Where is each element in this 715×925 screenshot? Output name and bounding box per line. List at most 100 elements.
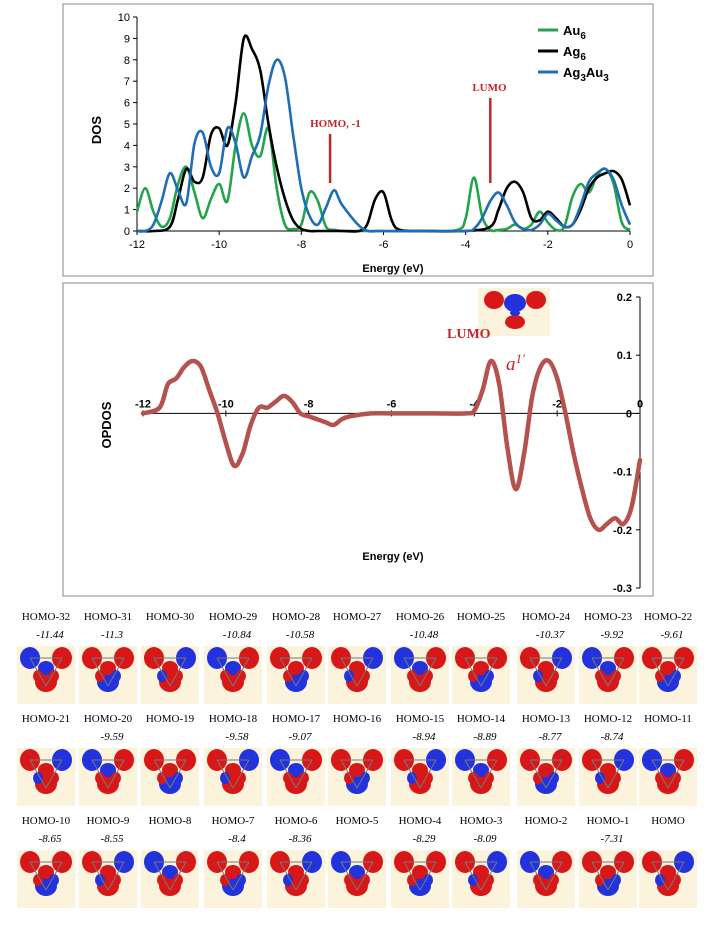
- dos-x-tick-label: -2: [543, 239, 553, 251]
- orbital-image: [517, 748, 575, 806]
- orbital-image: [141, 646, 199, 704]
- homo-annotation: HOMO, -1: [310, 118, 361, 130]
- orbital-image: [17, 850, 75, 908]
- orbital-energy: -10.37: [536, 629, 565, 641]
- opdos-x-tick-label: -8: [304, 398, 314, 410]
- orbital-image: [79, 646, 137, 704]
- orbital-label: HOMO-8: [149, 815, 192, 827]
- orbital-energy: -10.58: [286, 629, 315, 641]
- lumo-dos-annotation: LUMO: [472, 82, 507, 94]
- orbital-energy: -10.48: [410, 629, 439, 641]
- dos-y-tick-label: 0: [124, 226, 130, 238]
- orbital-label: HOMO-9: [87, 815, 130, 827]
- lumo-orbital-inset: [478, 288, 550, 336]
- orbital-label: HOMO-19: [146, 713, 195, 725]
- orbital-energy: -8.29: [413, 833, 436, 845]
- orbital-energy: -8.94: [413, 731, 436, 743]
- dos-x-tick-label: 0: [627, 239, 633, 251]
- orbital-image: [141, 850, 199, 908]
- orbital-label: HOMO-21: [22, 713, 70, 725]
- dos-y-tick-label: 5: [124, 119, 130, 131]
- orbital-label: HOMO-16: [333, 713, 382, 725]
- orbital-label: HOMO-6: [275, 815, 318, 827]
- opdos-plot-area: 0.2 0.1 0 -0.1 -0.2 -0.3 -12 -10 -8 -6 -4 -2 0: [135, 292, 643, 595]
- orbital-image: [204, 748, 262, 806]
- orbital-image: [452, 748, 510, 806]
- orbital-label: HOMO-26: [396, 611, 445, 623]
- orbital-label: HOMO-15: [396, 713, 445, 725]
- opdos-y-tick-label: -0.3: [613, 583, 632, 595]
- opdos-y-tick-label: 0: [626, 408, 632, 420]
- orbital-label: HOMO-32: [22, 611, 70, 623]
- orbital-label: HOMO-31: [84, 611, 132, 623]
- orbital-image: [328, 850, 386, 908]
- opdos-series-line-0: [140, 358, 643, 533]
- legend-entry-1: Ag6: [563, 44, 586, 63]
- opdos-y-tick-label: 0.2: [617, 292, 632, 304]
- orbital-label: HOMO: [651, 815, 685, 827]
- orbital-energy: -10.84: [223, 629, 252, 641]
- orbital-label: HOMO-12: [584, 713, 632, 725]
- orbital-label: HOMO-27: [333, 611, 382, 623]
- orbital-label: HOMO-14: [457, 713, 506, 725]
- opdos-panel-frame: [62, 282, 654, 597]
- orbital-label: HOMO-24: [522, 611, 571, 623]
- orbital-label: HOMO-1: [587, 815, 630, 827]
- dos-x-tick-label: -4: [461, 239, 471, 251]
- orbital-label: HOMO-4: [399, 815, 442, 827]
- orbital-energy: -11.44: [36, 629, 64, 641]
- orbital-label: HOMO-18: [209, 713, 258, 725]
- dos-series-line-2: [136, 58, 632, 233]
- orbital-label: HOMO-13: [522, 713, 571, 725]
- opdos-x-tick-label: -10: [218, 398, 234, 410]
- opdos-y-tick-label: -0.1: [613, 467, 632, 479]
- orbital-label: HOMO-7: [212, 815, 255, 827]
- dos-y-tick-label: 9: [124, 33, 130, 45]
- dos-x-tick-label: -10: [211, 239, 227, 251]
- opdos-x-tick-label: 0: [637, 398, 643, 410]
- orbital-image: [204, 850, 262, 908]
- orbital-label: HOMO-17: [272, 713, 321, 725]
- legend-entry-2: Ag3Au3: [563, 65, 609, 84]
- orbital-image: [517, 850, 575, 908]
- opdos-x-tick-label: -4: [469, 398, 480, 410]
- orbital-energy: -9.92: [601, 629, 624, 641]
- orbital-image: [579, 646, 637, 704]
- orbital-image: [328, 646, 386, 704]
- orbital-label: HOMO-28: [272, 611, 321, 623]
- orbital-energy: -7.31: [601, 833, 624, 845]
- orbital-energy: -8.36: [289, 833, 312, 845]
- orbital-image: [452, 850, 510, 908]
- orbital-energy: -8.09: [474, 833, 497, 845]
- orbital-image: [391, 646, 449, 704]
- orbital-image: [204, 646, 262, 704]
- opdos-y-tick-label: -0.2: [613, 525, 632, 537]
- orbital-energy: -9.59: [101, 731, 124, 743]
- opdos-ylabel: OPDOS: [99, 401, 114, 448]
- dos-x-tick-label: -6: [379, 239, 389, 251]
- orbital-image: [267, 646, 325, 704]
- orbital-image: [579, 748, 637, 806]
- orbital-image: [517, 646, 575, 704]
- opdos-x-tick-label: -2: [552, 398, 562, 410]
- opdos-panel: 0.2 0.1 0 -0.1 -0.2 -0.3 -12 -10 -8 -6 -4 -2 0 OPDOS…: [62, 282, 654, 597]
- orbital-image: [328, 748, 386, 806]
- orbital-label: HOMO-5: [336, 815, 379, 827]
- legend-entry-0: Au6: [563, 23, 586, 42]
- dos-y-tick-label: 4: [124, 140, 130, 152]
- dos-y-tick-label: 6: [124, 98, 130, 110]
- dos-y-tick-label: 10: [118, 12, 130, 24]
- lumo-annotation: LUMO: [447, 327, 491, 342]
- orbital-energy: -8.89: [474, 731, 497, 743]
- orbital-image: [17, 748, 75, 806]
- orbital-image: [639, 748, 697, 806]
- orbital-label: HOMO-23: [584, 611, 633, 623]
- dos-plot-area: 0 1 2 3 4 5 6 7 8 9 10 -12 -10 -8 -6 -4 -2 0 HOMO, -1 LUMO: [118, 12, 633, 251]
- orbital-grid: HOMO-32 HOMO-31 HOMO-30 HOMO-29 HOMO-28 HOMO-…: [17, 611, 697, 908]
- orbital-energy: -8.65: [39, 833, 62, 845]
- orbital-label: HOMO-30: [146, 611, 195, 623]
- dos-y-tick-label: 8: [124, 55, 130, 67]
- opdos-y-tick-label: 0.1: [617, 350, 632, 362]
